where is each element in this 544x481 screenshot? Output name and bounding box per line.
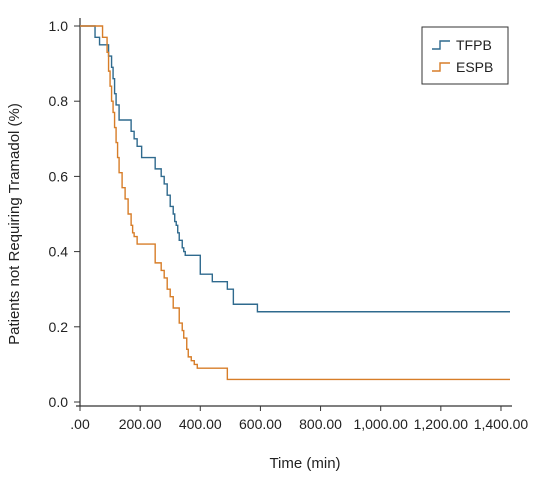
legend-symbol-espb (432, 62, 450, 72)
series-line-espb (80, 25, 510, 381)
legend-box (421, 26, 509, 85)
legend-label-tfpb: TFPB (456, 37, 492, 53)
y-tick-label: 0.0 (49, 394, 69, 410)
x-tick-label: 200.00 (119, 416, 162, 432)
x-axis-title: Time (min) (269, 455, 340, 472)
y-tick-label: 0.8 (49, 93, 69, 109)
legend: TFPB ESPB (421, 26, 509, 85)
ticks: 0.0 0.2 0.4 0.6 0.8 1.0 .00 200.00 400.00 600.00 8… (49, 18, 529, 432)
y-tick-label: 0.2 (49, 319, 69, 335)
y-axis-title: Patients not Requiring Tramadol (%) (6, 103, 23, 345)
x-tick-label: .00 (70, 416, 90, 432)
x-tick-label: 400.00 (179, 416, 222, 432)
x-tick-label: 1,200.00 (414, 416, 469, 432)
x-tick-label: 800.00 (299, 416, 342, 432)
axes (76, 18, 512, 407)
x-tick-label: 1,000.00 (353, 416, 408, 432)
legend-symbol-tfpb (432, 40, 450, 50)
y-tick-label: 0.4 (49, 244, 69, 260)
x-tick-label: 1,400.00 (474, 416, 529, 432)
y-tick-label: 1.0 (49, 18, 69, 34)
series-layer (80, 25, 510, 381)
legend-label-espb: ESPB (456, 59, 493, 75)
series-line-tfpb (80, 25, 510, 313)
y-tick-label: 0.6 (49, 168, 69, 184)
x-tick-label: 600.00 (239, 416, 282, 432)
